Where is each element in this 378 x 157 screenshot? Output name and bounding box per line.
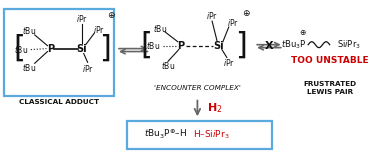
Text: $\oplus$: $\oplus$ (299, 28, 307, 37)
Text: $i$Pr: $i$Pr (223, 57, 235, 68)
Text: ]: ] (235, 31, 246, 60)
Text: $t$Bu$_3$P: $t$Bu$_3$P (281, 38, 306, 51)
Text: [: [ (141, 31, 152, 60)
Text: TOO UNSTABLE: TOO UNSTABLE (291, 56, 369, 65)
Text: $t$Bu: $t$Bu (22, 62, 36, 73)
Text: $t$Bu: $t$Bu (14, 44, 28, 55)
Text: CLASSICAL ADDUCT: CLASSICAL ADDUCT (19, 99, 99, 105)
Text: $i$Pr: $i$Pr (227, 17, 239, 28)
Text: $t$Bu: $t$Bu (161, 60, 175, 71)
Text: ]: ] (99, 34, 111, 63)
Text: $t$Bu: $t$Bu (146, 40, 161, 51)
Text: $\oplus$: $\oplus$ (107, 10, 116, 20)
Text: $i$Pr: $i$Pr (76, 13, 88, 24)
Text: P: P (47, 44, 54, 54)
Text: $\oplus$: $\oplus$ (242, 8, 251, 18)
Text: 'ENCOUNTER COMPLEX': 'ENCOUNTER COMPLEX' (154, 85, 241, 91)
Text: $t$Bu$_3$P$^{\oplus}$–H: $t$Bu$_3$P$^{\oplus}$–H (144, 128, 187, 141)
Text: H–Si$i$Pr$_3$: H–Si$i$Pr$_3$ (194, 129, 230, 141)
Text: X: X (265, 41, 273, 51)
Text: Si: Si (76, 44, 87, 54)
Text: $t$Bu: $t$Bu (153, 22, 167, 34)
Text: FRUSTRATED
LEWIS PAIR: FRUSTRATED LEWIS PAIR (303, 81, 356, 95)
Text: P: P (177, 41, 184, 51)
Text: Si: Si (214, 41, 224, 51)
Text: H$_2$: H$_2$ (207, 101, 223, 115)
Text: $i$Pr: $i$Pr (93, 24, 105, 35)
Text: $i$Pr: $i$Pr (82, 63, 94, 74)
Text: $t$Bu: $t$Bu (22, 25, 36, 36)
Text: [: [ (13, 34, 25, 63)
Text: Si$i$Pr$_3$: Si$i$Pr$_3$ (338, 38, 361, 51)
Text: $i$Pr: $i$Pr (206, 10, 218, 21)
